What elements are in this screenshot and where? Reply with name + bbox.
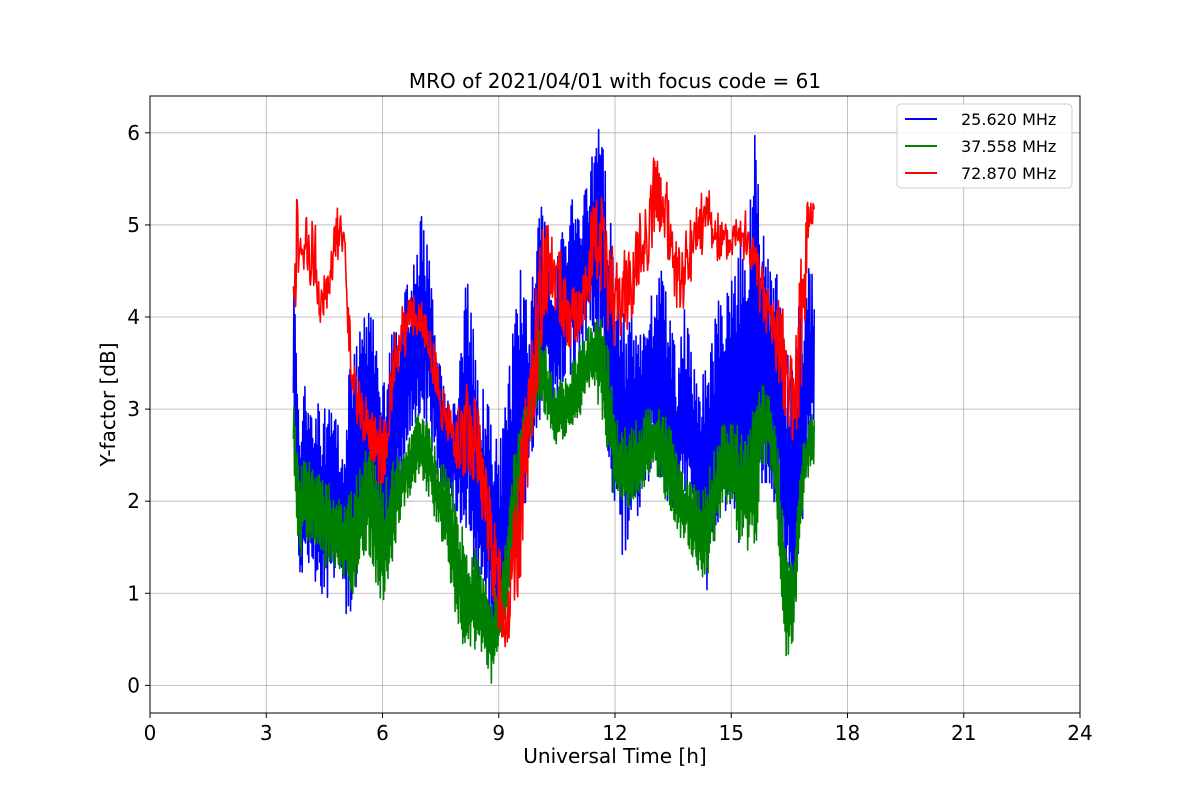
x-tick-label: 12 [602,721,627,745]
x-tick-label: 15 [719,721,744,745]
x-tick-label: 3 [260,721,273,745]
x-axis-label: Universal Time [h] [523,744,706,768]
legend-label: 37.558 MHz [961,137,1056,156]
y-tick-label: 6 [127,121,140,145]
x-tick-label: 0 [144,721,157,745]
legend-label: 25.620 MHz [961,110,1056,129]
series-line-3 [292,157,816,648]
x-tick-label: 9 [492,721,505,745]
legend-box [896,103,1073,189]
legend-label: 72.870 MHz [961,164,1056,183]
legend: 25.620 MHz 37.558 MHz 72.870 MHz [896,103,1073,189]
chart-title: MRO of 2021/04/01 with focus code = 61 [409,69,821,93]
y-tick-label: 0 [127,673,140,697]
series-line-2 [292,318,816,684]
x-tick-label: 24 [1067,721,1092,745]
y-axis-label: Y-factor [dB] [96,342,120,467]
x-tick-label: 6 [376,721,389,745]
x-tick-label: 21 [951,721,976,745]
y-tick-label: 5 [127,213,140,237]
x-tick-label: 18 [835,721,860,745]
series-layer [292,128,816,684]
y-tick-label: 2 [127,489,140,513]
y-tick-label: 3 [127,397,140,421]
y-tick-label: 1 [127,581,140,605]
y-tick-label: 4 [127,305,140,329]
